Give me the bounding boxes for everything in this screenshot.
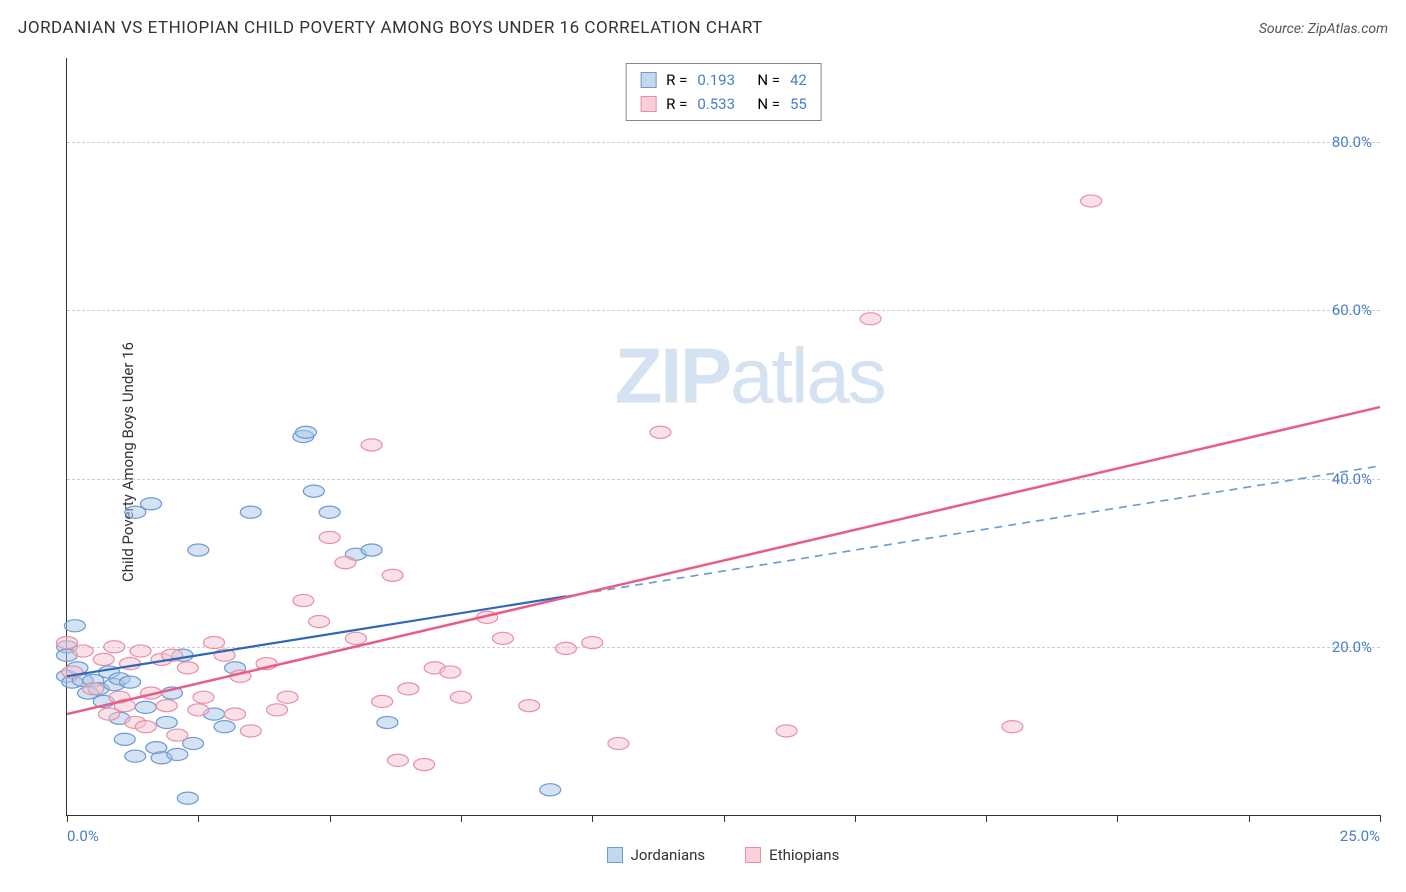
regression-line-extension [566,466,1380,596]
data-point [492,632,513,644]
data-point [240,506,261,518]
data-point [319,506,340,518]
series-name: Jordanians [631,846,706,864]
data-point [345,632,366,644]
legend-swatch [745,847,761,863]
r-value: 0.533 [697,92,747,116]
data-point [382,569,403,581]
data-point [64,620,85,632]
x-tick [461,815,462,822]
data-point [519,700,540,712]
x-tick [330,815,331,822]
data-point [167,748,188,760]
x-tick [198,815,199,822]
data-point [193,691,214,703]
x-tick-label: 25.0% [1340,827,1380,845]
scatter-svg [67,58,1380,815]
data-point [361,439,382,451]
data-point [125,750,146,762]
data-point [135,721,156,733]
r-label: R = [666,92,687,116]
data-point [860,313,881,325]
data-point [776,725,797,737]
data-point [555,642,576,654]
r-value: 0.193 [697,68,747,92]
data-point [293,594,314,606]
n-value: 42 [790,68,807,92]
data-point [135,701,156,713]
data-point [650,426,671,438]
data-point [1002,721,1023,733]
data-point [93,653,114,665]
data-point [225,708,246,720]
data-point [309,615,330,627]
data-point [450,691,471,703]
legend-swatch [640,96,656,112]
correlation-legend-row: R = 0.193 N = 42 [640,68,807,92]
data-point [540,784,561,796]
data-point [319,531,340,543]
regression-line [67,596,566,676]
x-tick [986,815,987,822]
x-tick [724,815,725,822]
data-point [361,544,382,556]
data-point [335,557,356,569]
data-point [440,666,461,678]
data-point [141,498,162,510]
data-point [277,691,298,703]
data-point [377,716,398,728]
correlation-legend-row: R = 0.533 N = 55 [640,92,807,116]
data-point [608,737,629,749]
data-point [120,676,141,688]
x-tick [67,815,68,822]
data-point [372,695,393,707]
x-tick [1380,815,1381,822]
correlation-legend: R = 0.193 N = 42 R = 0.533 N = 55 [625,63,822,121]
chart-header: JORDANIAN VS ETHIOPIAN CHILD POVERTY AMO… [18,18,1388,38]
data-point [104,641,125,653]
regression-line [67,407,1380,714]
data-point [214,721,235,733]
data-point [240,725,261,737]
data-point [398,683,419,695]
data-point [1081,195,1102,207]
n-value: 55 [790,92,807,116]
r-label: R = [666,68,687,92]
data-point [414,758,435,770]
x-tick [1117,815,1118,822]
plot-wrapper: Child Poverty Among Boys Under 16 ZIPatl… [18,50,1388,874]
chart-title: JORDANIAN VS ETHIOPIAN CHILD POVERTY AMO… [18,18,763,38]
legend-swatch [640,72,656,88]
data-point [204,637,225,649]
data-point [130,645,151,657]
series-legend: Jordanians Ethiopians [66,846,1380,864]
x-tick [855,815,856,822]
data-point [267,704,288,716]
x-tick [1249,815,1250,822]
source-label: Source: ZipAtlas.com [1259,21,1388,37]
series-name: Ethiopians [769,846,839,864]
data-point [177,792,198,804]
data-point [177,662,198,674]
data-point [582,637,603,649]
x-tick [592,815,593,822]
data-point [156,716,177,728]
data-point [156,700,177,712]
data-point [295,426,316,438]
plot-area: ZIPatlas 20.0%40.0%60.0%80.0% 0.0%25.0% … [66,58,1380,816]
data-point [83,683,104,695]
series-legend-item: Ethiopians [745,846,839,864]
data-point [114,733,135,745]
x-tick-label: 0.0% [67,827,99,845]
legend-swatch [607,847,623,863]
data-point [167,729,188,741]
data-point [303,485,324,497]
data-point [188,544,209,556]
n-label: N = [757,68,780,92]
data-point [188,704,209,716]
data-point [72,645,93,657]
n-label: N = [757,92,780,116]
data-point [387,754,408,766]
series-legend-item: Jordanians [607,846,706,864]
